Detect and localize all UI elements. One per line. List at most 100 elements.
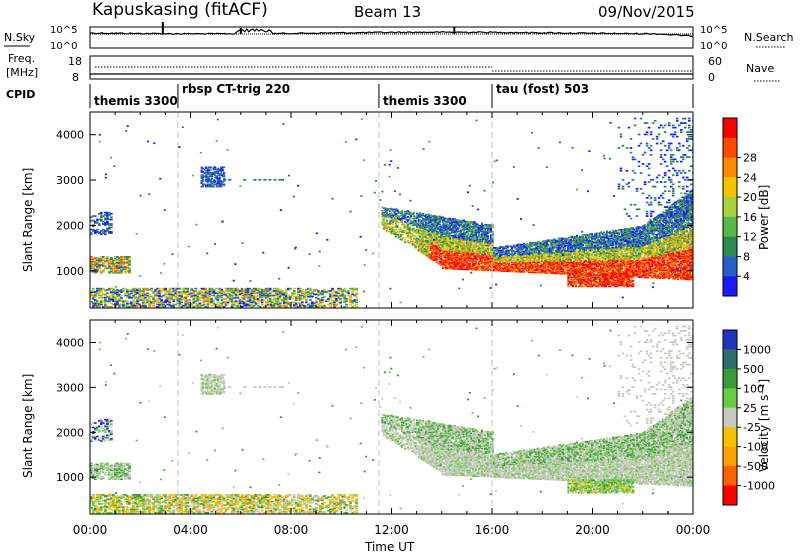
power-cell bbox=[303, 291, 306, 293]
power-cell bbox=[488, 253, 491, 256]
power-cell bbox=[398, 218, 401, 220]
power-cell bbox=[250, 301, 254, 304]
power-cell bbox=[437, 262, 440, 265]
power-cell bbox=[489, 225, 493, 228]
power-cell bbox=[423, 240, 426, 242]
power-cell bbox=[437, 235, 440, 237]
power-cell bbox=[144, 299, 147, 301]
power-cell bbox=[432, 236, 435, 239]
power-cell bbox=[446, 241, 449, 244]
power-cell bbox=[220, 185, 223, 188]
power-cell bbox=[96, 257, 99, 259]
power-cell bbox=[297, 296, 300, 299]
power-cell bbox=[536, 245, 539, 248]
power-cell bbox=[554, 252, 557, 254]
power-cell bbox=[252, 295, 256, 298]
power-cell bbox=[158, 303, 161, 306]
power-cell bbox=[489, 238, 493, 241]
power-cell bbox=[402, 215, 405, 218]
power-cell bbox=[527, 254, 530, 256]
power-cell bbox=[568, 244, 571, 247]
power-cell bbox=[503, 262, 506, 264]
power-cell bbox=[491, 236, 494, 239]
power-cell bbox=[456, 241, 459, 244]
power-cell bbox=[202, 184, 205, 187]
power-cell bbox=[560, 260, 563, 263]
power-cell bbox=[431, 253, 434, 256]
power-cell bbox=[405, 230, 408, 233]
power-cell bbox=[432, 250, 435, 253]
power-cell bbox=[440, 243, 443, 246]
power-cell bbox=[499, 263, 502, 265]
power-cell bbox=[524, 267, 527, 270]
power-cell bbox=[553, 258, 556, 261]
power-cell bbox=[505, 250, 508, 253]
power-cell bbox=[188, 301, 192, 304]
power-cell bbox=[192, 302, 196, 305]
power-cell bbox=[268, 304, 272, 307]
power-cell bbox=[550, 270, 553, 272]
power-cell bbox=[390, 228, 393, 230]
power-cell bbox=[527, 246, 530, 249]
power-cell bbox=[256, 302, 260, 305]
power-cell bbox=[327, 299, 330, 301]
power-cell bbox=[441, 217, 444, 220]
power-cell bbox=[446, 223, 449, 226]
power-cell bbox=[96, 222, 99, 224]
power-cell bbox=[104, 233, 107, 236]
power-cell bbox=[569, 257, 572, 260]
power-cell bbox=[217, 181, 220, 183]
power-cell bbox=[291, 301, 294, 304]
power-cell bbox=[414, 238, 417, 241]
power-cell bbox=[440, 264, 443, 266]
power-cell bbox=[512, 252, 515, 255]
power-cell bbox=[209, 172, 212, 174]
freq-left-tick-top: 18 bbox=[68, 55, 82, 68]
power-cell bbox=[473, 242, 476, 245]
power-cell bbox=[530, 270, 533, 273]
power-cell bbox=[136, 290, 139, 292]
power-cell bbox=[524, 251, 527, 254]
power-cell bbox=[106, 216, 109, 219]
power-cell bbox=[431, 238, 434, 240]
power-cell bbox=[180, 292, 184, 295]
power-cell bbox=[222, 301, 226, 304]
power-cell bbox=[118, 258, 121, 261]
power-cell bbox=[146, 301, 149, 304]
power-cell bbox=[120, 303, 123, 306]
power-cell bbox=[96, 268, 99, 271]
power-cell bbox=[96, 218, 99, 221]
power-cell bbox=[465, 226, 468, 229]
power-cell bbox=[142, 294, 145, 297]
power-cell bbox=[425, 219, 428, 222]
power-cell bbox=[586, 254, 589, 257]
power-cell bbox=[428, 224, 431, 227]
power-cell bbox=[473, 234, 476, 237]
power-cell bbox=[286, 296, 290, 299]
power-cell bbox=[429, 231, 432, 234]
power-cell bbox=[520, 259, 523, 262]
cpid-segment-label: themis 3300 bbox=[383, 94, 467, 108]
power-cell bbox=[456, 256, 459, 259]
power-cell bbox=[438, 246, 441, 248]
power-cell bbox=[456, 220, 459, 223]
power-cell bbox=[572, 256, 576, 259]
power-cell bbox=[465, 234, 468, 237]
power-cell bbox=[244, 291, 248, 293]
power-cell bbox=[108, 258, 111, 261]
power-cell bbox=[392, 218, 395, 221]
power-cell bbox=[291, 298, 294, 300]
power-cell bbox=[278, 295, 282, 298]
power-cell bbox=[545, 272, 548, 274]
power-cell bbox=[426, 239, 429, 242]
power-cell bbox=[441, 249, 444, 251]
power-cell bbox=[583, 256, 586, 259]
power-cell bbox=[565, 271, 568, 274]
power-cell bbox=[431, 223, 434, 226]
power-cell bbox=[270, 290, 274, 292]
power-cell bbox=[280, 299, 284, 301]
power-cell bbox=[230, 296, 234, 299]
power-cell bbox=[158, 304, 161, 307]
power-cell bbox=[172, 290, 176, 292]
power-cell bbox=[98, 305, 101, 308]
